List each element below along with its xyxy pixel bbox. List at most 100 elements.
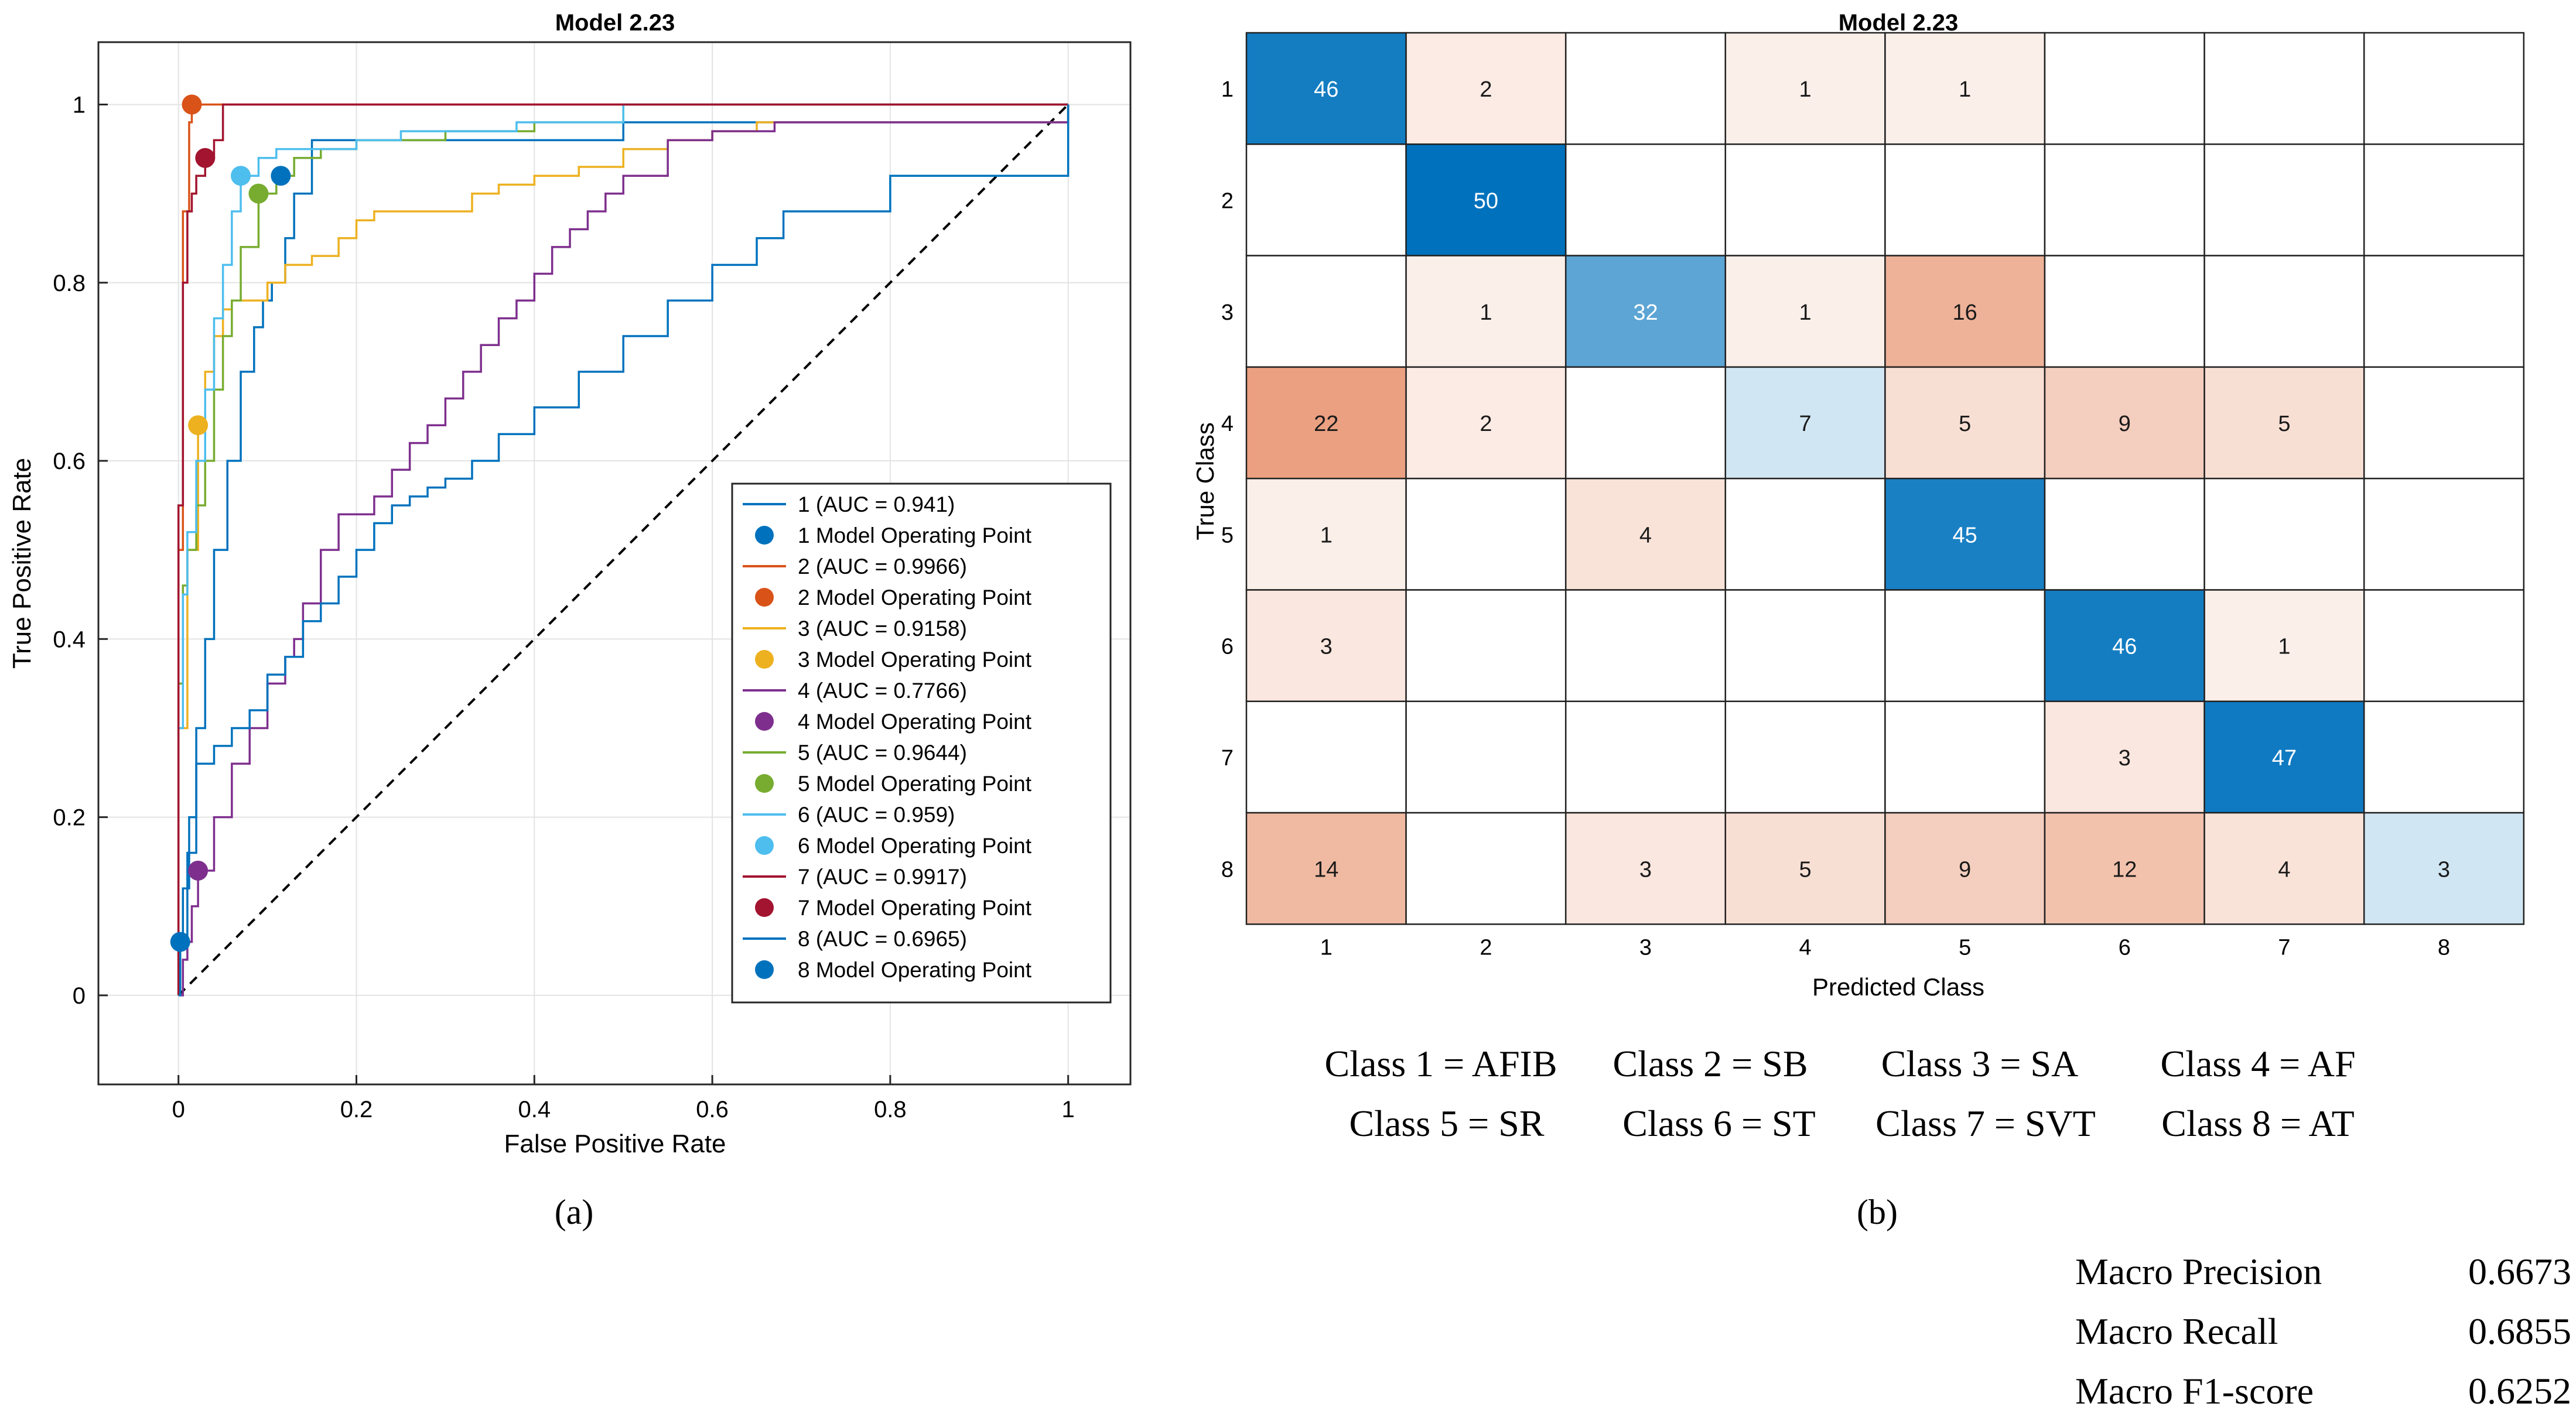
cm-cell: [1564, 700, 1727, 814]
cm-cell-value: 3: [2438, 857, 2450, 882]
cm-cell: [1245, 143, 1407, 256]
cm-xtick-label: 1: [1320, 935, 1333, 960]
cm-cell: [1245, 700, 1407, 814]
cm-cell: [1245, 32, 1407, 145]
roc-ytick-label: 0: [73, 983, 86, 1009]
legend-marker-5: [755, 774, 774, 793]
roc-chance-line: [177, 104, 1070, 997]
legend-label-5: 5 (AUC = 0.9644): [798, 741, 967, 765]
cm-xtick-label: 2: [1480, 935, 1492, 960]
cm-cell-value: 22: [1314, 412, 1338, 436]
cm-ytick-label: 4: [1221, 412, 1234, 436]
class-legend-item: Class 6 = ST: [1622, 1103, 1815, 1144]
legend-label-2: 2 (AUC = 0.9966): [798, 555, 967, 579]
cm-cell: [1405, 255, 1567, 368]
cm-cell: [2203, 255, 2365, 368]
cm-xlabel: Predicted Class: [1812, 973, 1984, 1001]
operating-point-2: [182, 94, 202, 115]
legend-point-label-8: 8 Model Operating Point: [798, 958, 1032, 982]
class-legend-item: Class 1 = AFIB: [1324, 1043, 1557, 1084]
cm-cell-value: 3: [1320, 635, 1333, 659]
cm-cell: [1724, 477, 1886, 591]
cm-xtick-label: 3: [1639, 935, 1652, 960]
roc-ticks: 0 0.2 0.4 0.6 0.8 1 0 0.2 0.4 0.6 0.8 1: [53, 92, 1074, 1122]
cm-cell-value: 45: [1953, 523, 1977, 547]
roc-curve-4: [178, 104, 1070, 997]
roc-curves: [177, 103, 1070, 997]
metric-value: 0.6673: [2468, 1251, 2571, 1292]
cm-xtick-label: 4: [1799, 935, 1812, 960]
cm-cell: [1405, 477, 1567, 591]
macro-metrics: Macro Precision 0.6673 Macro Recall 0.6855 M…: [2075, 1251, 2571, 1412]
cm-cell-value: 5: [2278, 412, 2290, 436]
legend-box: [731, 482, 1112, 1004]
cm-cell: [1564, 589, 1727, 703]
cm-xtick-label: 7: [2278, 935, 2290, 960]
metric-label: Macro F1-score: [2075, 1370, 2314, 1412]
roc-legend: 1 (AUC = 0.941) 1 Model Operating Point 2 …: [731, 482, 1112, 1004]
cm-title: Model 2.23: [1839, 10, 1959, 36]
panel-label-a: (a): [555, 1193, 594, 1231]
cm-ytick-label: 2: [1221, 189, 1234, 213]
cm-cell: [2044, 366, 2205, 480]
roc-xlabel: False Positive Rate: [504, 1130, 726, 1158]
legend-point-label-5: 5 Model Operating Point: [798, 772, 1032, 796]
cm-cell-value: 1: [1480, 300, 1492, 325]
cm-ytick-label: 5: [1221, 523, 1234, 547]
cm-ytick-label: 8: [1221, 857, 1234, 882]
roc-xtick-label: 0.8: [874, 1097, 907, 1122]
legend-point-label-6: 6 Model Operating Point: [798, 834, 1032, 858]
cm-cell: [1405, 812, 1567, 925]
cm-cell: [1405, 32, 1567, 145]
legend-marker-1: [755, 526, 774, 545]
roc-axes-box: [97, 41, 1132, 1086]
cm-cell-value: 50: [1474, 189, 1498, 213]
roc-ytick-label: 0.6: [53, 449, 86, 474]
class-legend-item: Class 7 = SVT: [1875, 1103, 2096, 1144]
cm-cell: [1245, 366, 1407, 480]
roc-xtick-label: 0.2: [340, 1097, 373, 1122]
cm-cell: [2044, 589, 2205, 703]
cm-cell-value: 46: [2112, 635, 2137, 659]
class-legend-item: Class 2 = SB: [1612, 1043, 1808, 1084]
class-legend-item: Class 8 = AT: [2161, 1103, 2354, 1144]
cm-cell: [1564, 477, 1727, 591]
class-legend-item: Class 5 = SR: [1349, 1103, 1544, 1144]
cm-cell: [1884, 812, 2046, 925]
roc-curve-7: [177, 103, 1068, 995]
cm-xtick-label: 5: [1959, 935, 1971, 960]
cm-cell: [2363, 32, 2525, 145]
cm-ylabel: True Class: [1191, 422, 1219, 540]
cm-cell: [2363, 812, 2525, 925]
cm-cell-value: 4: [2278, 857, 2290, 882]
cm-cell-value: 14: [1314, 857, 1338, 882]
cm-cell-value: 9: [2119, 412, 2131, 436]
roc-curve-6: [177, 103, 1068, 995]
cm-cell: [1724, 589, 1886, 703]
cm-cell: [1724, 700, 1886, 814]
roc-curve-3: [177, 104, 1070, 995]
cm-cell-value: 1: [1959, 77, 1971, 102]
legend-point-label-4: 4 Model Operating Point: [798, 710, 1032, 734]
roc-ytick-label: 1: [73, 92, 86, 118]
cm-cell: [1564, 812, 1727, 925]
cm-cell: [2363, 477, 2525, 591]
cm-ytick-label: 1: [1221, 77, 1234, 102]
class-legend-item: Class 3 = SA: [1881, 1043, 2079, 1084]
cm-cell: [2203, 366, 2365, 480]
legend-label-6: 6 (AUC = 0.959): [798, 803, 955, 827]
cm-cell: [2363, 366, 2525, 480]
class-legend-item: Class 4 = AF: [2160, 1043, 2355, 1084]
cm-ytick-label: 3: [1221, 300, 1234, 325]
legend-marker-3: [755, 650, 774, 669]
legend-point-label-2: 2 Model Operating Point: [798, 586, 1032, 610]
cm-cell: [2363, 700, 2525, 814]
cm-cell-value: 47: [2272, 746, 2297, 771]
cm-cell-value: 9: [1959, 857, 1971, 882]
cm-cell: [2044, 255, 2205, 368]
operating-point-4: [188, 860, 209, 881]
cm-ytick-label: 6: [1221, 635, 1234, 659]
metric-value: 0.6252: [2468, 1370, 2571, 1412]
cm-cell-value: 12: [2112, 857, 2137, 882]
